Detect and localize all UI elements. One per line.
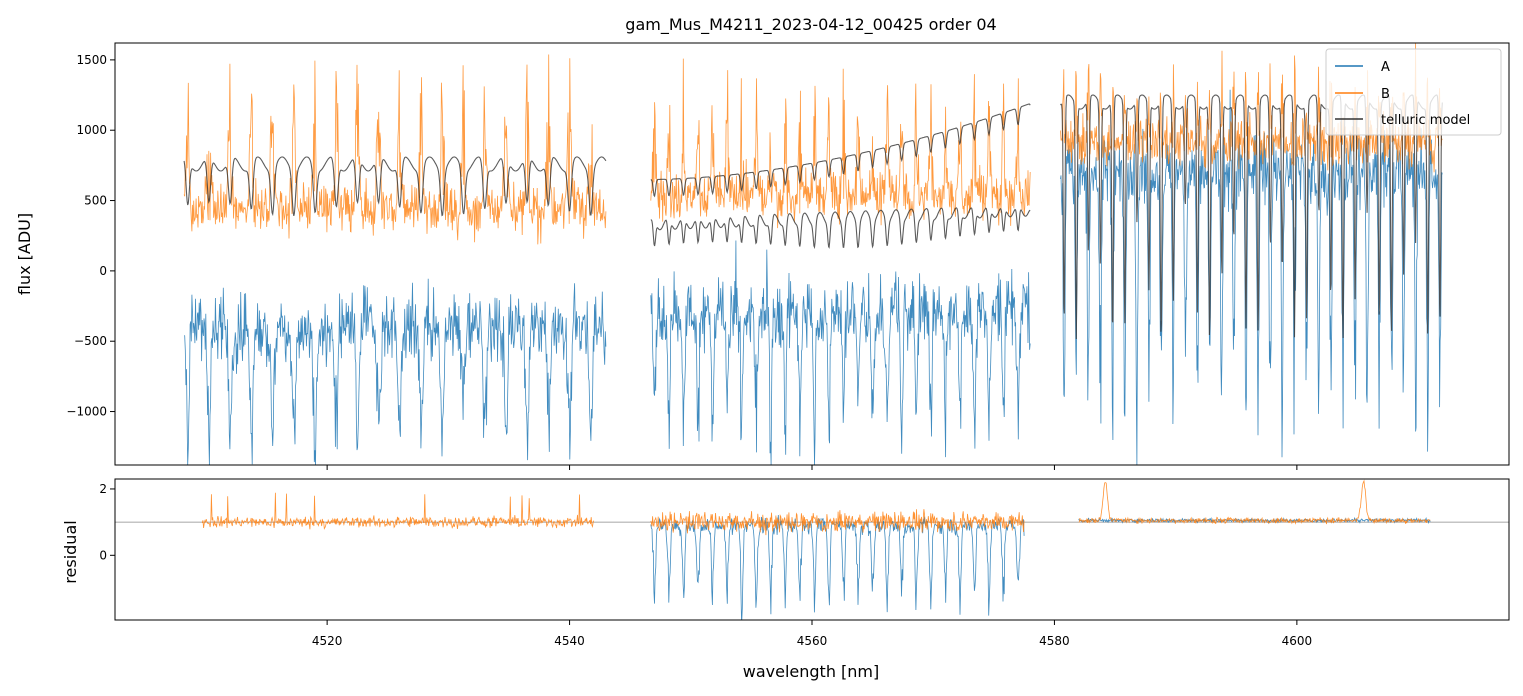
legend-label-b: B [1381, 87, 1390, 102]
flux-ytick-label: −1000 [66, 405, 107, 419]
residual-xtick-label: 4520 [312, 634, 343, 648]
residual-series-a-line [650, 514, 1025, 620]
flux-panel: −1000 −500 0 500 1000 1500 flux [ADU] A B tel… [15, 42, 1510, 470]
telluric-model-line [183, 156, 607, 217]
legend-label-a: A [1381, 60, 1390, 75]
residual-series-a-line [1078, 516, 1431, 525]
residual-xtick-label: 4580 [1039, 634, 1070, 648]
series-a-line [1060, 89, 1443, 465]
legend-label-model: telluric model [1381, 113, 1470, 128]
series-a-line [183, 278, 607, 465]
telluric-model-line [1060, 94, 1443, 340]
flux-plot-area [183, 43, 1443, 465]
residual-xtick-label: 4560 [797, 634, 828, 648]
series-b-line [183, 54, 607, 245]
legend: A B telluric model [1325, 48, 1502, 136]
residual-series-b-line [650, 509, 1025, 536]
residual-y-axis-label: residual [61, 520, 80, 583]
residual-y-ticks: 02 [99, 482, 115, 562]
telluric-model-line [650, 103, 1031, 198]
residual-panel: 02 4520 4540 4560 4580 4600 residual wavelen… [61, 478, 1510, 681]
series-a-line [650, 240, 1031, 465]
flux-y-ticks: −1000 −500 0 500 1000 1500 [66, 53, 115, 419]
residual-series-b-line [1078, 479, 1431, 525]
legend-box [1325, 48, 1502, 136]
flux-ytick-label: −500 [74, 334, 107, 348]
flux-ytick-label: 1000 [76, 123, 107, 137]
residual-axes-frame [114, 478, 1510, 621]
series-b-line [650, 58, 1031, 229]
residual-ytick-label: 0 [99, 548, 107, 562]
x-axis-label: wavelength [nm] [743, 662, 880, 681]
flux-ytick-label: 500 [84, 194, 107, 208]
flux-y-axis-label: flux [ADU] [15, 213, 34, 295]
figure-title: gam_Mus_M4211_2023-04-12_00425 order 04 [625, 15, 996, 35]
telluric-model-line [650, 207, 1031, 250]
residual-plot-area [115, 479, 1509, 620]
residual-xtick-label: 4540 [554, 634, 585, 648]
residual-x-ticks: 4520 4540 4560 4580 4600 [312, 620, 1312, 648]
flux-ytick-label: 0 [99, 264, 107, 278]
flux-ytick-label: 1500 [76, 53, 107, 67]
flux-x-ticks [326, 465, 1298, 470]
residual-series-b-line [201, 492, 595, 530]
residual-ytick-label: 2 [99, 482, 107, 496]
flux-axes-frame [114, 42, 1510, 466]
residual-xtick-label: 4600 [1282, 634, 1313, 648]
